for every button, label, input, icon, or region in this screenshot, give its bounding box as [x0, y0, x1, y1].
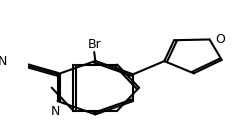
Text: O: O	[215, 33, 225, 46]
Text: N: N	[0, 55, 7, 68]
Text: N: N	[51, 105, 60, 118]
Text: Br: Br	[87, 38, 101, 51]
